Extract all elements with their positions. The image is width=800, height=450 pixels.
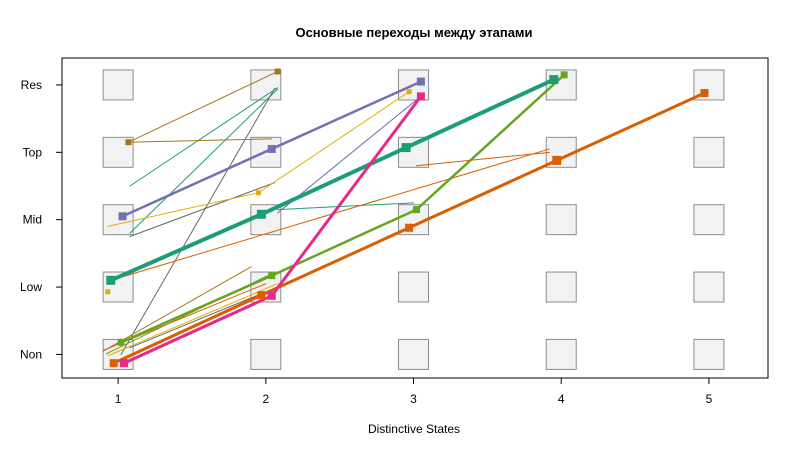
x-tick-label-3: 3 [410, 392, 417, 406]
state-cell-4-mid [545, 204, 577, 236]
x-tick-label-1: 1 [115, 392, 122, 406]
y-tick-label-res: Res [21, 78, 42, 92]
state-cell-5-top [693, 136, 725, 168]
state-marker-22 [120, 359, 129, 368]
state-marker-3 [118, 212, 127, 221]
state-cell-5-low [693, 271, 725, 303]
transition-line-10 [277, 202, 415, 211]
transition-line-17 [126, 138, 273, 143]
state-cell-4-non [545, 338, 577, 370]
plot-frame [61, 57, 769, 379]
transition-line-30 [407, 158, 559, 230]
state-cell-1-res [102, 69, 134, 101]
transition-line-18 [415, 151, 550, 167]
state-marker-10 [105, 289, 111, 295]
state-cell-3-low [398, 271, 430, 303]
y-axis: Non Low Mid Top Res [20, 78, 62, 361]
x-axis-label: Distinctive States [368, 422, 460, 436]
transition-line-15 [102, 266, 252, 352]
transition-line-31 [555, 91, 706, 162]
state-marker-17 [109, 359, 118, 368]
state-cell-3-top [398, 136, 430, 168]
state-marker-18 [257, 291, 266, 300]
transition-line-8 [107, 192, 259, 227]
transition-line-2 [129, 88, 279, 234]
state-marker-4 [267, 144, 276, 153]
transition-line-23 [259, 145, 409, 217]
state-marker-6 [106, 275, 116, 285]
transition-line-32 [122, 294, 274, 365]
transition-markers [105, 68, 709, 368]
transition-line-1 [129, 87, 279, 187]
transition-line-33 [270, 94, 423, 298]
state-cell-5-mid [693, 204, 725, 236]
transition-line-13 [129, 286, 279, 349]
y-tick-label-non: Non [20, 347, 42, 361]
y-tick-label-top: Top [23, 145, 43, 159]
transition-line-3 [120, 87, 276, 355]
x-tick-label-2: 2 [262, 392, 269, 406]
state-cell-1-mid [102, 204, 134, 236]
transition-line-21 [270, 80, 423, 151]
state-marker-5 [416, 77, 425, 86]
state-marker-9 [549, 75, 559, 85]
state-marker-8 [401, 143, 411, 153]
state-marker-12 [406, 89, 412, 95]
transition-line-28 [112, 293, 263, 365]
chart-title: Основные переходы между этапами [295, 25, 532, 40]
state-marker-21 [700, 89, 709, 98]
transition-line-29 [259, 226, 411, 297]
transition-line-24 [404, 77, 556, 150]
transition-line-27 [415, 73, 566, 211]
y-tick-label-mid: Mid [23, 213, 42, 227]
state-marker-20 [552, 155, 562, 165]
x-axis: 1 2 3 4 5 [115, 378, 713, 406]
state-marker-7 [256, 209, 266, 219]
state-marker-11 [255, 190, 261, 196]
transition-line-25 [119, 274, 273, 344]
transition-line-19 [110, 148, 550, 281]
state-marker-14 [268, 272, 276, 280]
y-tick-label-low: Low [20, 280, 42, 294]
state-marker-1 [125, 139, 132, 146]
x-tick-label-5: 5 [706, 392, 713, 406]
transition-line-20 [121, 147, 273, 218]
state-marker-23 [267, 291, 276, 300]
state-cell-3-non [398, 338, 430, 370]
state-cell-5-non [693, 338, 725, 370]
state-marker-15 [412, 206, 420, 214]
state-marker-13 [117, 338, 125, 346]
transition-line-22 [108, 212, 264, 283]
transition-line-12 [107, 283, 279, 357]
transition-line-11 [277, 94, 423, 214]
transition-lines [102, 70, 706, 365]
transition-line-4 [129, 182, 276, 238]
transition-line-5 [127, 70, 279, 143]
transition-line-9 [257, 91, 410, 194]
state-marker-2 [274, 68, 281, 75]
state-marker-24 [416, 92, 425, 101]
x-tick-label-4: 4 [558, 392, 565, 406]
state-marker-19 [405, 223, 414, 232]
state-cell-4-low [545, 271, 577, 303]
state-marker-16 [560, 71, 568, 79]
state-cell-2-non [250, 338, 282, 370]
